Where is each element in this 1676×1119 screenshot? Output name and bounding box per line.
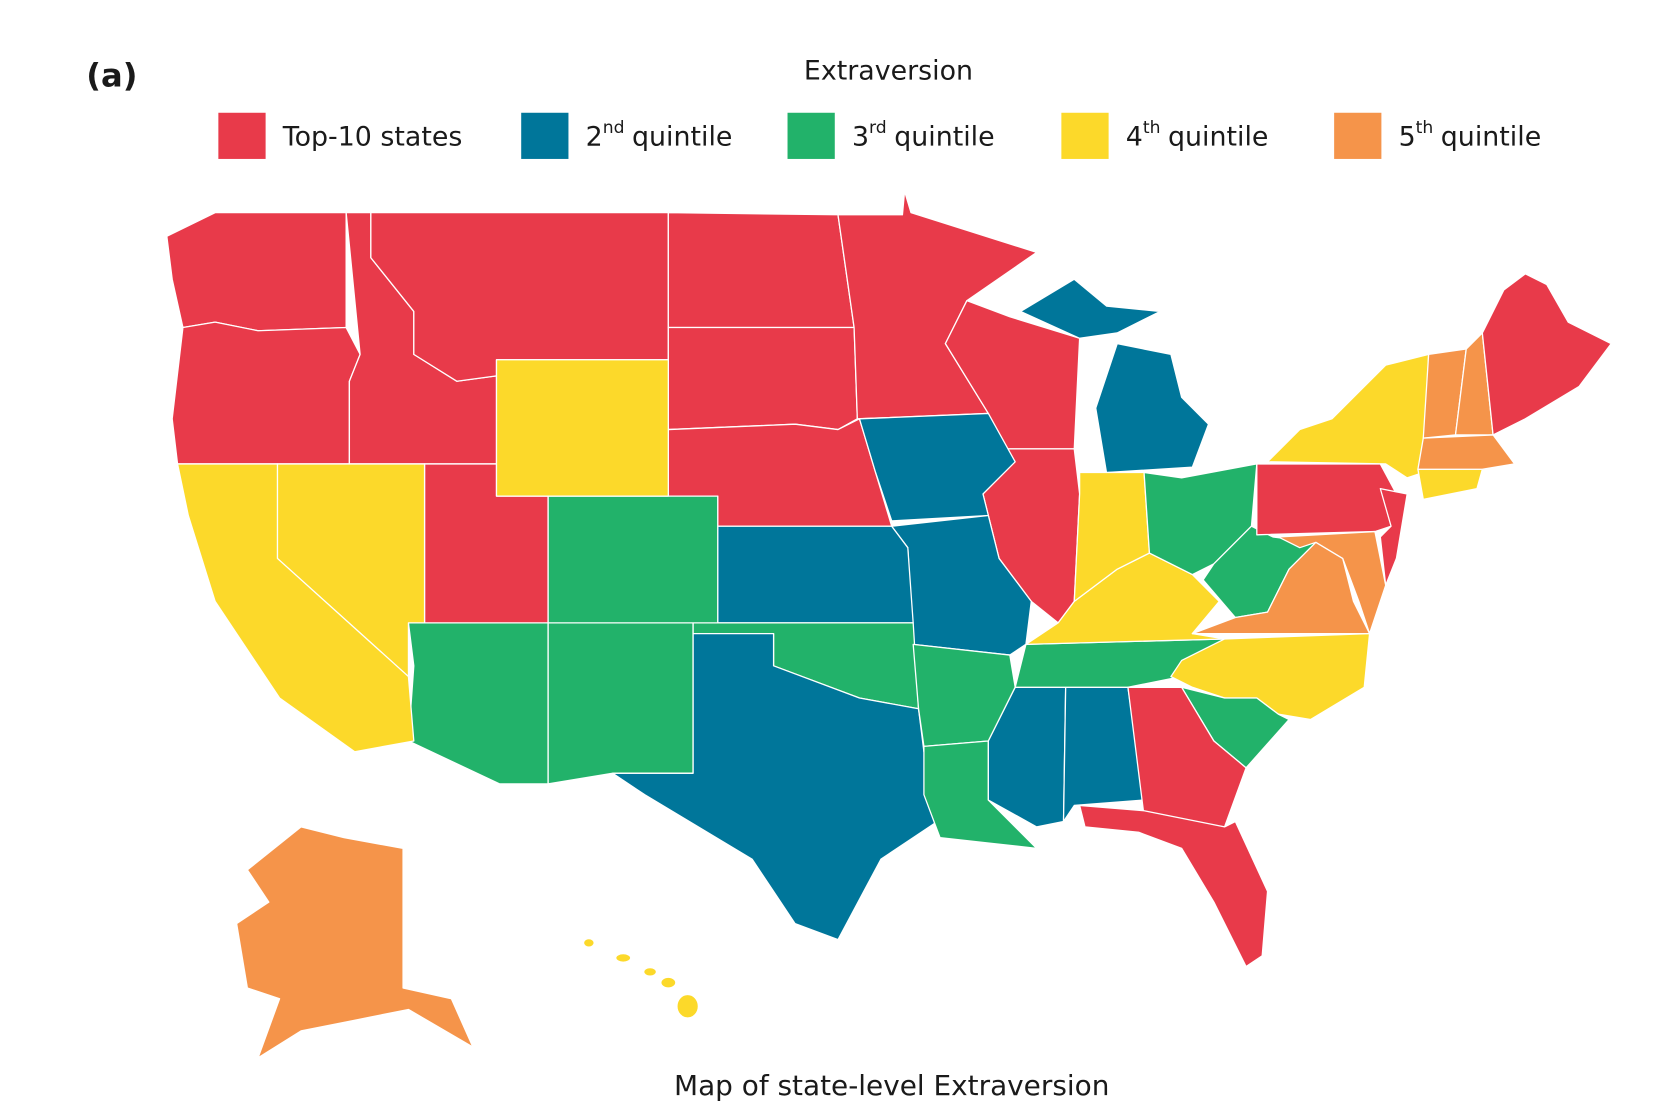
state — [1277, 530, 1387, 635]
state — [1266, 353, 1430, 479]
state — [667, 211, 855, 329]
state — [1095, 343, 1210, 474]
legend-label: 5th quintile — [1399, 118, 1542, 152]
state — [235, 826, 474, 1059]
legend: Top-10 states 2nd quintile 3rd quintile 4th qu… — [218, 112, 1542, 159]
state — [615, 952, 632, 963]
state — [547, 622, 694, 785]
legend-superscript: th — [1416, 118, 1434, 138]
legend-swatch — [1334, 112, 1382, 159]
state — [676, 993, 700, 1019]
state — [717, 525, 914, 624]
legend-number: 5 — [1399, 121, 1416, 152]
legend-number: 2 — [586, 121, 603, 152]
state — [1078, 804, 1269, 968]
legend-text: quintile — [894, 121, 994, 152]
state — [1417, 468, 1483, 501]
state — [582, 937, 595, 948]
state — [166, 211, 347, 332]
legend-label: 3rd quintile — [852, 118, 995, 152]
us-map — [166, 190, 1612, 1059]
state — [642, 966, 658, 977]
state — [667, 326, 858, 431]
legend-text: quintile — [632, 121, 732, 152]
legend-text: quintile — [1441, 121, 1541, 152]
state — [1481, 273, 1612, 436]
state — [407, 622, 549, 785]
state — [1256, 463, 1398, 536]
legend-superscript: nd — [603, 118, 625, 138]
legend-swatch — [1061, 112, 1109, 159]
state — [1170, 632, 1371, 721]
state — [858, 412, 1016, 522]
legend-superscript: th — [1143, 118, 1161, 138]
legend-label: 4th quintile — [1126, 118, 1269, 152]
legend-swatch — [521, 112, 569, 159]
state — [611, 632, 947, 941]
state — [1417, 434, 1516, 470]
legend-swatch — [218, 112, 266, 159]
legend-label: 2nd quintile — [586, 118, 733, 152]
state — [547, 495, 719, 624]
state — [176, 463, 415, 753]
legend-label: Top-10 states — [282, 121, 463, 152]
state — [370, 211, 669, 382]
legend-swatch — [787, 112, 835, 159]
state — [660, 976, 677, 989]
legend-text: Top-10 states — [282, 121, 463, 152]
state — [1379, 487, 1408, 586]
state — [1019, 278, 1161, 339]
caption: Map of state-level Extraversion — [674, 1069, 1109, 1102]
state — [495, 359, 669, 497]
panel-label: (a) — [86, 56, 137, 94]
legend-number: 4 — [1126, 121, 1143, 152]
legend-text: quintile — [1168, 121, 1268, 152]
legend-number: 3 — [852, 121, 869, 152]
legend-title: Extraversion — [804, 55, 973, 86]
legend-superscript: rd — [869, 118, 887, 138]
state — [171, 321, 361, 465]
